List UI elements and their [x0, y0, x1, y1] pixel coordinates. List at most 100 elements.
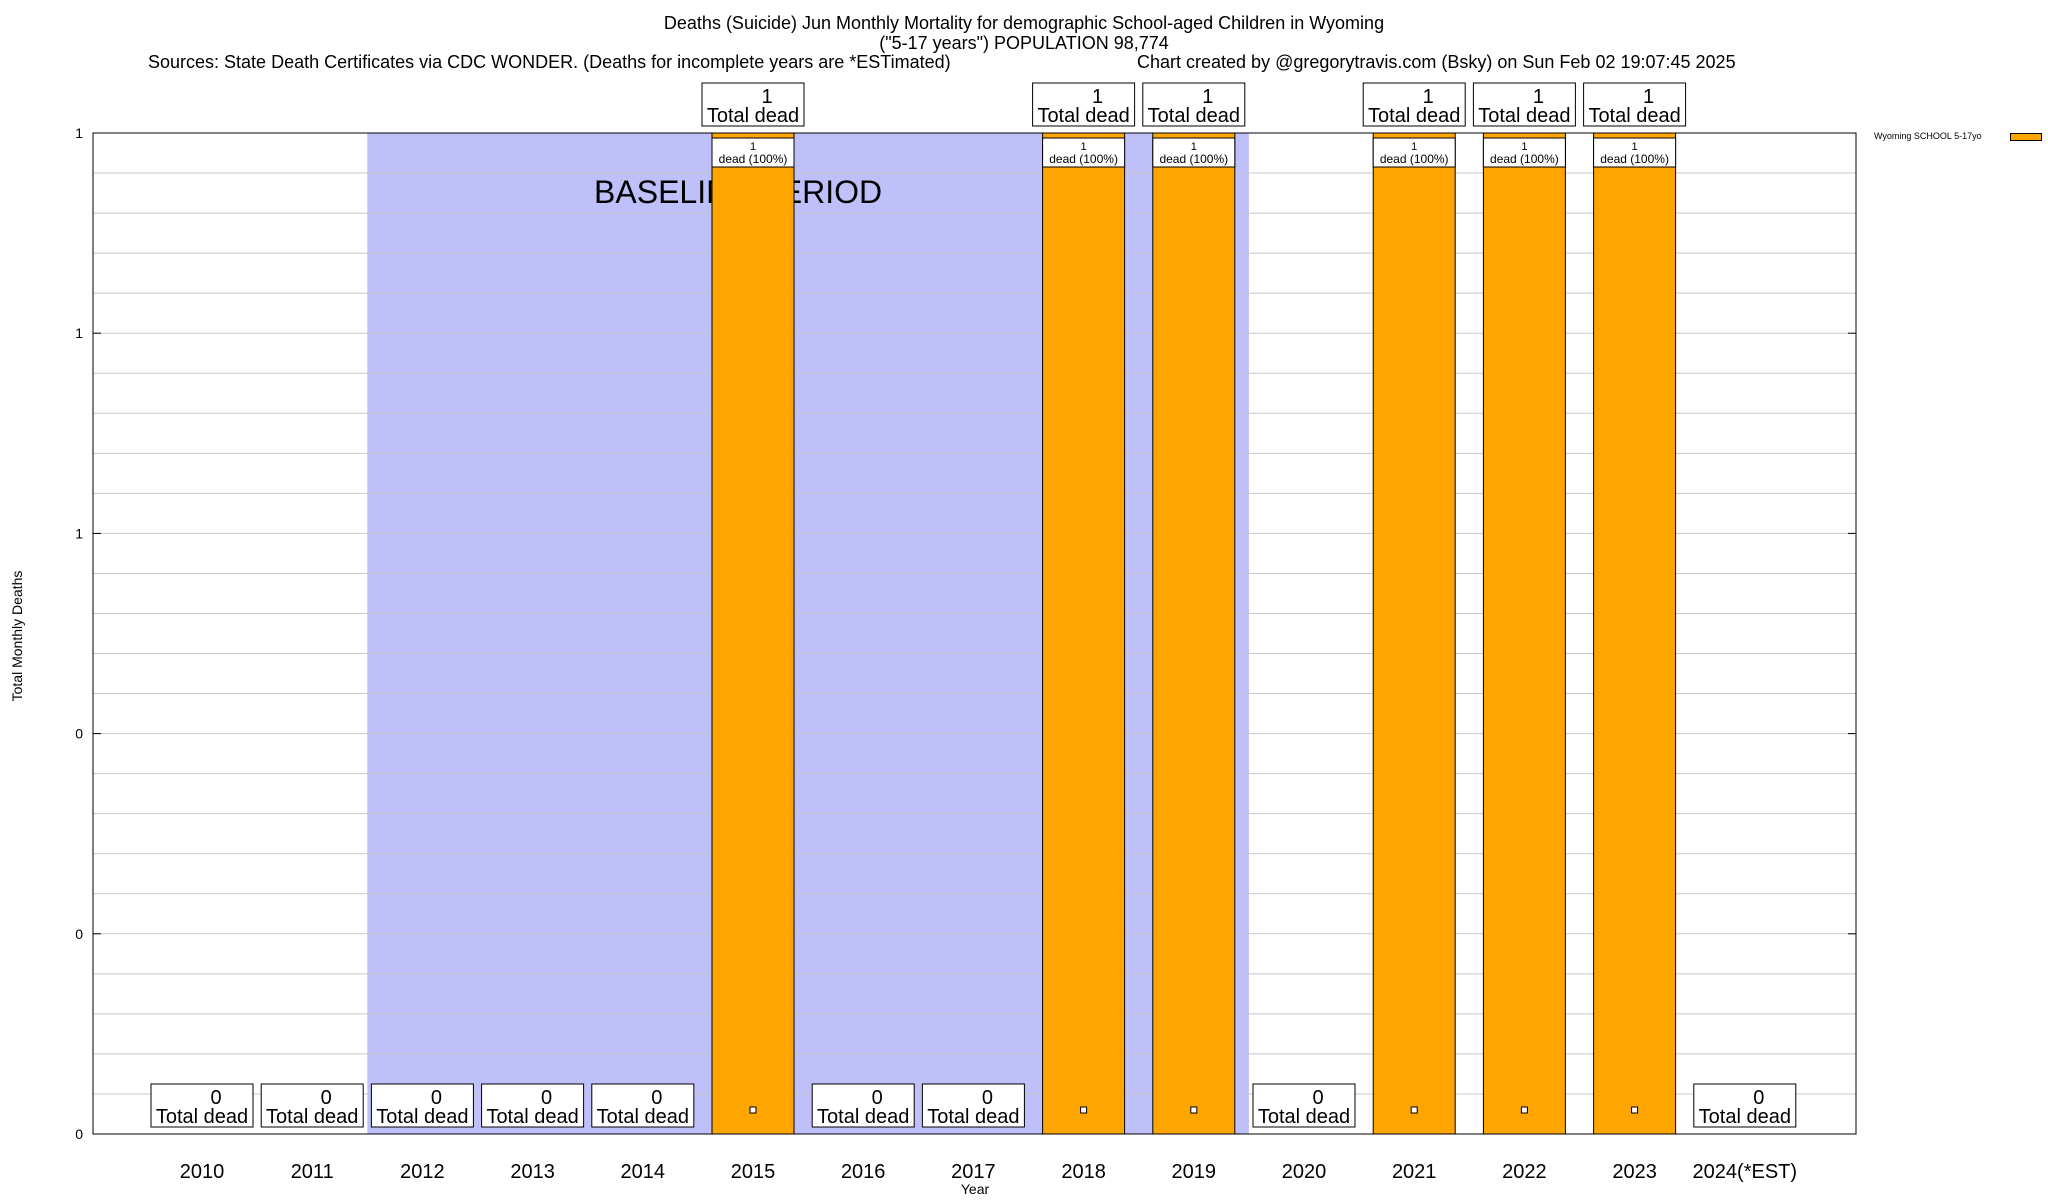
x-marker [1520, 1106, 1528, 1114]
x-marker [1080, 1106, 1088, 1114]
total-label-text: Total dead [1478, 105, 1570, 127]
plot-frame [92, 132, 1857, 1135]
x-marker [1631, 1106, 1639, 1114]
total-label-count: 0 [872, 1087, 883, 1109]
total-label-box [1693, 1083, 1797, 1128]
total-label-count: 1 [1643, 86, 1654, 108]
total-label-box [1032, 82, 1136, 127]
bar-inner-label-box [1372, 137, 1456, 168]
x-tick-label: 2022 [1502, 1161, 1547, 1183]
bar-inner-label-count: 1 [1632, 141, 1638, 153]
total-label-box [1472, 82, 1576, 127]
total-label-count: 0 [651, 1087, 662, 1109]
total-label-text: Total dead [817, 1106, 909, 1128]
y-tick-label: 0 [75, 1126, 83, 1142]
bar [1042, 132, 1126, 1135]
bar-inner-label-percent: dead (100%) [1490, 152, 1559, 166]
bar [1372, 132, 1456, 1135]
bar-inner-label-box [1152, 137, 1236, 168]
total-label-text: Total dead [266, 1106, 358, 1128]
bar [711, 132, 795, 1135]
total-label-count: 1 [1423, 86, 1434, 108]
x-marker [749, 1106, 757, 1114]
total-label-count: 1 [1202, 86, 1213, 108]
total-label-count: 0 [210, 1087, 221, 1109]
total-label-text: Total dead [707, 105, 799, 127]
total-label-text: Total dead [376, 1106, 468, 1128]
y-tick-label: 0 [75, 926, 83, 942]
total-label-text: Total dead [597, 1106, 689, 1128]
bar-inner-label-box [711, 137, 795, 168]
legend-label: Wyoming SCHOOL 5-17yo [1874, 131, 1982, 141]
total-label-box [150, 1083, 254, 1128]
total-label-box [1142, 82, 1246, 127]
total-label-count: 1 [761, 86, 772, 108]
x-tick-label: 2023 [1612, 1161, 1657, 1183]
y-tick-label: 1 [75, 325, 83, 341]
total-label-box [370, 1083, 474, 1128]
bar [1593, 132, 1677, 1135]
x-marker [1410, 1106, 1418, 1114]
x-tick-label: 2012 [400, 1161, 445, 1183]
y-axis-label: Total Monthly Deaths [9, 570, 25, 702]
x-marker [1190, 1106, 1198, 1114]
x-tick-label: 2020 [1282, 1161, 1327, 1183]
total-label-count: 0 [1312, 1087, 1323, 1109]
bar-inner-label-box [1482, 137, 1566, 168]
x-tick-label: 2017 [951, 1161, 996, 1183]
bar-inner-label-count: 1 [750, 141, 756, 153]
bar-inner-label-percent: dead (100%) [1380, 152, 1449, 166]
total-label-text: Total dead [1368, 105, 1460, 127]
total-label-count: 1 [1533, 86, 1544, 108]
total-label-text: Total dead [1588, 105, 1680, 127]
total-label-count: 0 [431, 1087, 442, 1109]
total-label-box [481, 1083, 585, 1128]
bar [1482, 132, 1566, 1135]
total-label-box [811, 1083, 915, 1128]
x-tick-label: 2024(*EST) [1693, 1161, 1798, 1183]
bar-inner-label-box [1593, 137, 1677, 168]
bar-inner-label-percent: dead (100%) [1049, 152, 1118, 166]
bar-inner-label-percent: dead (100%) [1159, 152, 1228, 166]
total-label-box [701, 82, 805, 127]
bar-inner-label-count: 1 [1191, 141, 1197, 153]
total-label-text: Total dead [1148, 105, 1240, 127]
y-tick-label: 0 [75, 726, 83, 742]
total-label-count: 0 [541, 1087, 552, 1109]
x-tick-label: 2014 [621, 1161, 666, 1183]
total-label-box [1362, 82, 1466, 127]
x-tick-label: 2013 [510, 1161, 555, 1183]
total-label-count: 1 [1092, 86, 1103, 108]
bar-inner-label-percent: dead (100%) [1600, 152, 1669, 166]
x-tick-label: 2015 [731, 1161, 776, 1183]
x-tick-label: 2016 [841, 1161, 886, 1183]
total-label-text: Total dead [927, 1106, 1019, 1128]
total-label-box [260, 1083, 364, 1128]
total-label-text: Total dead [156, 1106, 248, 1128]
sources-note: Sources: State Death Certificates via CD… [148, 52, 951, 72]
chart-title: Deaths (Suicide) Jun Monthly Mortality f… [663, 13, 1385, 33]
legend-swatch [2010, 133, 2042, 141]
total-label-count: 0 [1753, 1087, 1764, 1109]
x-tick-label: 2021 [1392, 1161, 1437, 1183]
x-tick-label: 2010 [180, 1161, 225, 1183]
y-tick-label: 1 [75, 525, 83, 541]
total-label-box [1583, 82, 1687, 127]
chart-subtitle: ("5-17 years") POPULATION 98,774 [879, 33, 1169, 53]
total-label-text: Total dead [486, 1106, 578, 1128]
bar-inner-label-count: 1 [1521, 141, 1527, 153]
bar-inner-label-percent: dead (100%) [719, 152, 788, 166]
bar-inner-label-box [1042, 137, 1126, 168]
bar [1152, 132, 1236, 1135]
y-tick-label: 1 [75, 125, 83, 141]
total-label-box [1252, 1083, 1356, 1128]
bar-inner-label-count: 1 [1081, 141, 1087, 153]
total-label-box [921, 1083, 1025, 1128]
total-label-box [591, 1083, 695, 1128]
x-axis-label: Year [960, 1181, 990, 1197]
x-tick-label: 2019 [1172, 1161, 1217, 1183]
total-label-text: Total dead [1037, 105, 1129, 127]
total-label-text: Total dead [1258, 1106, 1350, 1128]
bar-inner-label-count: 1 [1411, 141, 1417, 153]
